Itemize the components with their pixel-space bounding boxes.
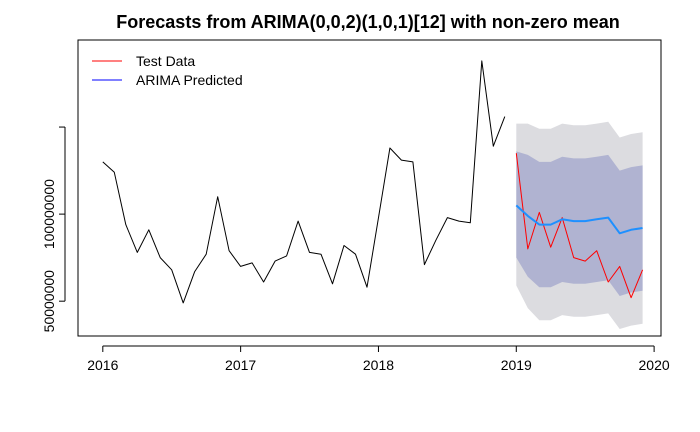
x-tick-label: 2018 [363, 357, 394, 373]
x-tick-label: 2016 [87, 357, 118, 373]
history-line [102, 60, 506, 304]
legend: Test Data ARIMA Predicted [92, 53, 243, 88]
y-tick-label: 100000000 [41, 179, 57, 249]
x-axis: 2016 2017 2018 2019 2020 [87, 345, 670, 373]
prediction-intervals [516, 121, 643, 329]
series-lines [102, 60, 644, 304]
chart-title: Forecasts from ARIMA(0,0,2)(1,0,1)[12] w… [116, 12, 619, 32]
x-tick-label: 2020 [639, 357, 670, 373]
plot-frame [77, 39, 662, 337]
forecast-line [515, 204, 643, 235]
y-axis: 50000000 100000000 [41, 126, 66, 333]
band-80 [516, 151, 643, 296]
test-data-line [515, 153, 644, 299]
legend-label-arima-predicted: ARIMA Predicted [136, 72, 243, 88]
x-tick-label: 2019 [501, 357, 532, 373]
x-tick-label: 2017 [225, 357, 256, 373]
legend-label-test-data: Test Data [136, 53, 195, 69]
y-tick-label: 50000000 [41, 270, 57, 333]
